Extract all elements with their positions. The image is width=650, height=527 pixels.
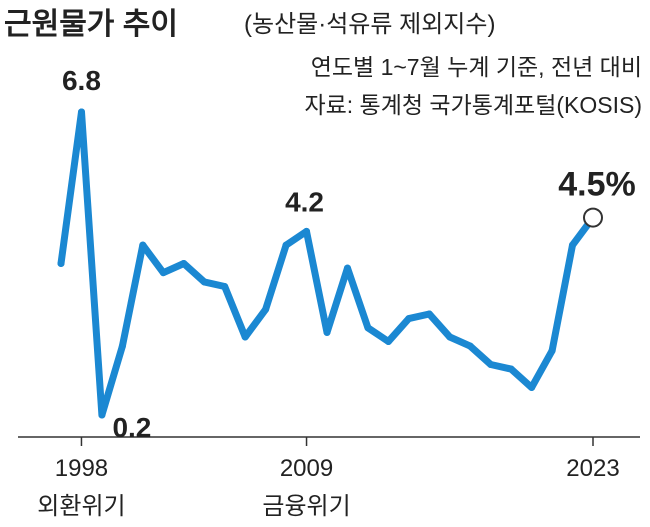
data-point-2019 — [507, 365, 515, 373]
data-point-2004 — [200, 278, 208, 286]
data-point-2009 — [303, 227, 311, 235]
data-label-2009: 4.2 — [285, 186, 324, 217]
chart-note-basis: 연도별 1~7월 누계 기준, 전년 대비 — [311, 54, 642, 80]
data-point-2013 — [384, 338, 392, 346]
data-point-2016 — [446, 333, 454, 341]
data-point-1999 — [98, 411, 106, 419]
event-label-1998: 외환위기 — [37, 493, 125, 520]
data-point-2020 — [528, 383, 536, 391]
data-point-2012 — [364, 324, 372, 332]
data-point-2005 — [221, 282, 229, 290]
chart-subtitle: (농산물·석유류 제외지수) — [244, 11, 495, 38]
data-point-2007 — [262, 305, 270, 313]
data-point-2011 — [343, 264, 351, 272]
data-point-2001 — [139, 241, 147, 249]
data-point-2014 — [405, 315, 413, 323]
data-label-1998: 6.8 — [62, 65, 101, 96]
x-tick-label-2009: 2009 — [280, 455, 333, 482]
data-point-1997 — [57, 260, 65, 267]
data-point-2022 — [569, 241, 577, 249]
data-point-2003 — [180, 260, 188, 267]
x-tick-label-2023: 2023 — [566, 455, 619, 482]
data-point-2018 — [487, 361, 495, 368]
data-label-1999: 0.2 — [112, 412, 151, 443]
data-point-2002 — [159, 269, 167, 277]
x-tick-label-1998: 1998 — [55, 455, 108, 482]
data-point-2015 — [425, 310, 433, 318]
chart-title: 근원물가 추이 — [4, 8, 178, 41]
data-labels: 6.8 0.2 4.2 4.5% — [62, 65, 636, 443]
data-point-2006 — [241, 333, 249, 341]
data-point-2021 — [548, 347, 556, 355]
series-line-layer — [57, 108, 603, 419]
data-point-2010 — [323, 328, 331, 336]
event-label-2009: 금융위기 — [262, 493, 350, 520]
data-point-2017 — [466, 342, 474, 350]
data-point-2000 — [118, 342, 126, 350]
data-point-2008 — [282, 241, 290, 249]
chart-note-source: 자료: 통계청 국가통계포털(KOSIS) — [304, 92, 642, 118]
data-label-2023: 4.5% — [558, 166, 636, 204]
data-point-1998 — [77, 108, 85, 116]
x-ticks: 1998 2009 2023 외환위기 금융위기 — [37, 437, 620, 520]
last-point-marker — [583, 207, 603, 228]
